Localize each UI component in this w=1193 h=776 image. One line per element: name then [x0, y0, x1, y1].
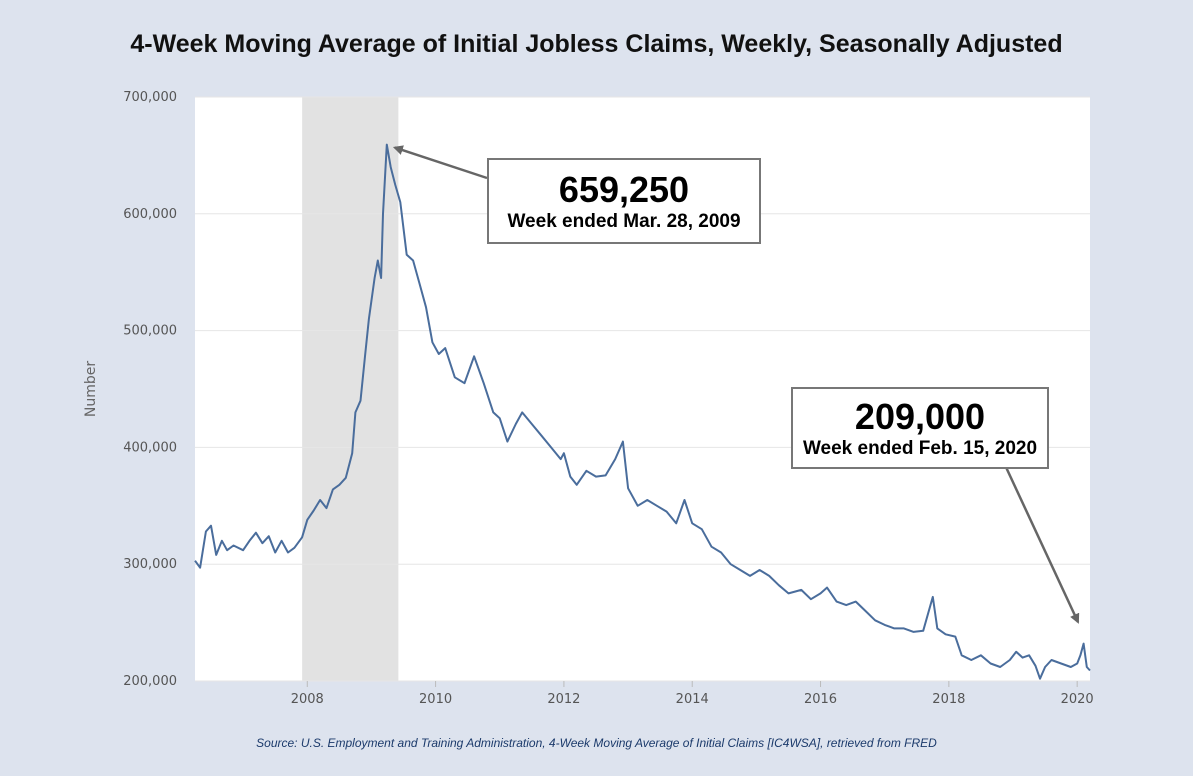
chart-title: 4-Week Moving Average of Initial Jobless… — [130, 30, 1063, 58]
y-tick-label: 400,000 — [123, 440, 177, 455]
x-tick-label: 2012 — [547, 692, 580, 707]
y-tick-label: 200,000 — [123, 674, 177, 689]
y-tick-label: 700,000 — [123, 90, 177, 105]
y-axis-ticks-group: 200,000 300,000 400,000 500,000 600,000 700,0… — [123, 90, 177, 689]
x-tick-label: 2014 — [676, 692, 709, 707]
latest-callout: 209,000 Week ended Feb. 15, 2020 — [791, 387, 1049, 469]
y-tick-label: 500,000 — [123, 324, 177, 339]
x-tick-label: 2018 — [932, 692, 965, 707]
x-tick-label: 2010 — [419, 692, 452, 707]
recession-shading-group — [302, 97, 399, 681]
series-line — [194, 143, 1091, 680]
peak-arrow — [392, 145, 488, 180]
peak-callout: 659,250 Week ended Mar. 28, 2009 — [487, 158, 761, 244]
latest-date-label: Week ended Feb. 15, 2020 — [802, 438, 1038, 459]
series-group — [194, 143, 1091, 680]
y-tick-label: 300,000 — [123, 557, 177, 572]
annotation-arrows-group — [392, 145, 1080, 624]
recession-band — [302, 97, 399, 681]
x-tick-label: 2016 — [804, 692, 837, 707]
y-axis-label: Number — [83, 361, 99, 417]
x-tick-label: 2020 — [1061, 692, 1094, 707]
peak-date-label: Week ended Mar. 28, 2009 — [507, 211, 741, 232]
latest-arrow — [1003, 464, 1080, 624]
peak-value-label: 659,250 — [558, 169, 690, 210]
latest-value-label: 209,000 — [854, 396, 986, 437]
x-axis-ticks-group: 2008 2010 2012 2014 2016 2018 2020 — [291, 681, 1094, 707]
y-tick-label: 600,000 — [123, 207, 177, 222]
x-tick-label: 2008 — [291, 692, 324, 707]
source-note: Source: U.S. Employment and Training Adm… — [256, 736, 937, 750]
